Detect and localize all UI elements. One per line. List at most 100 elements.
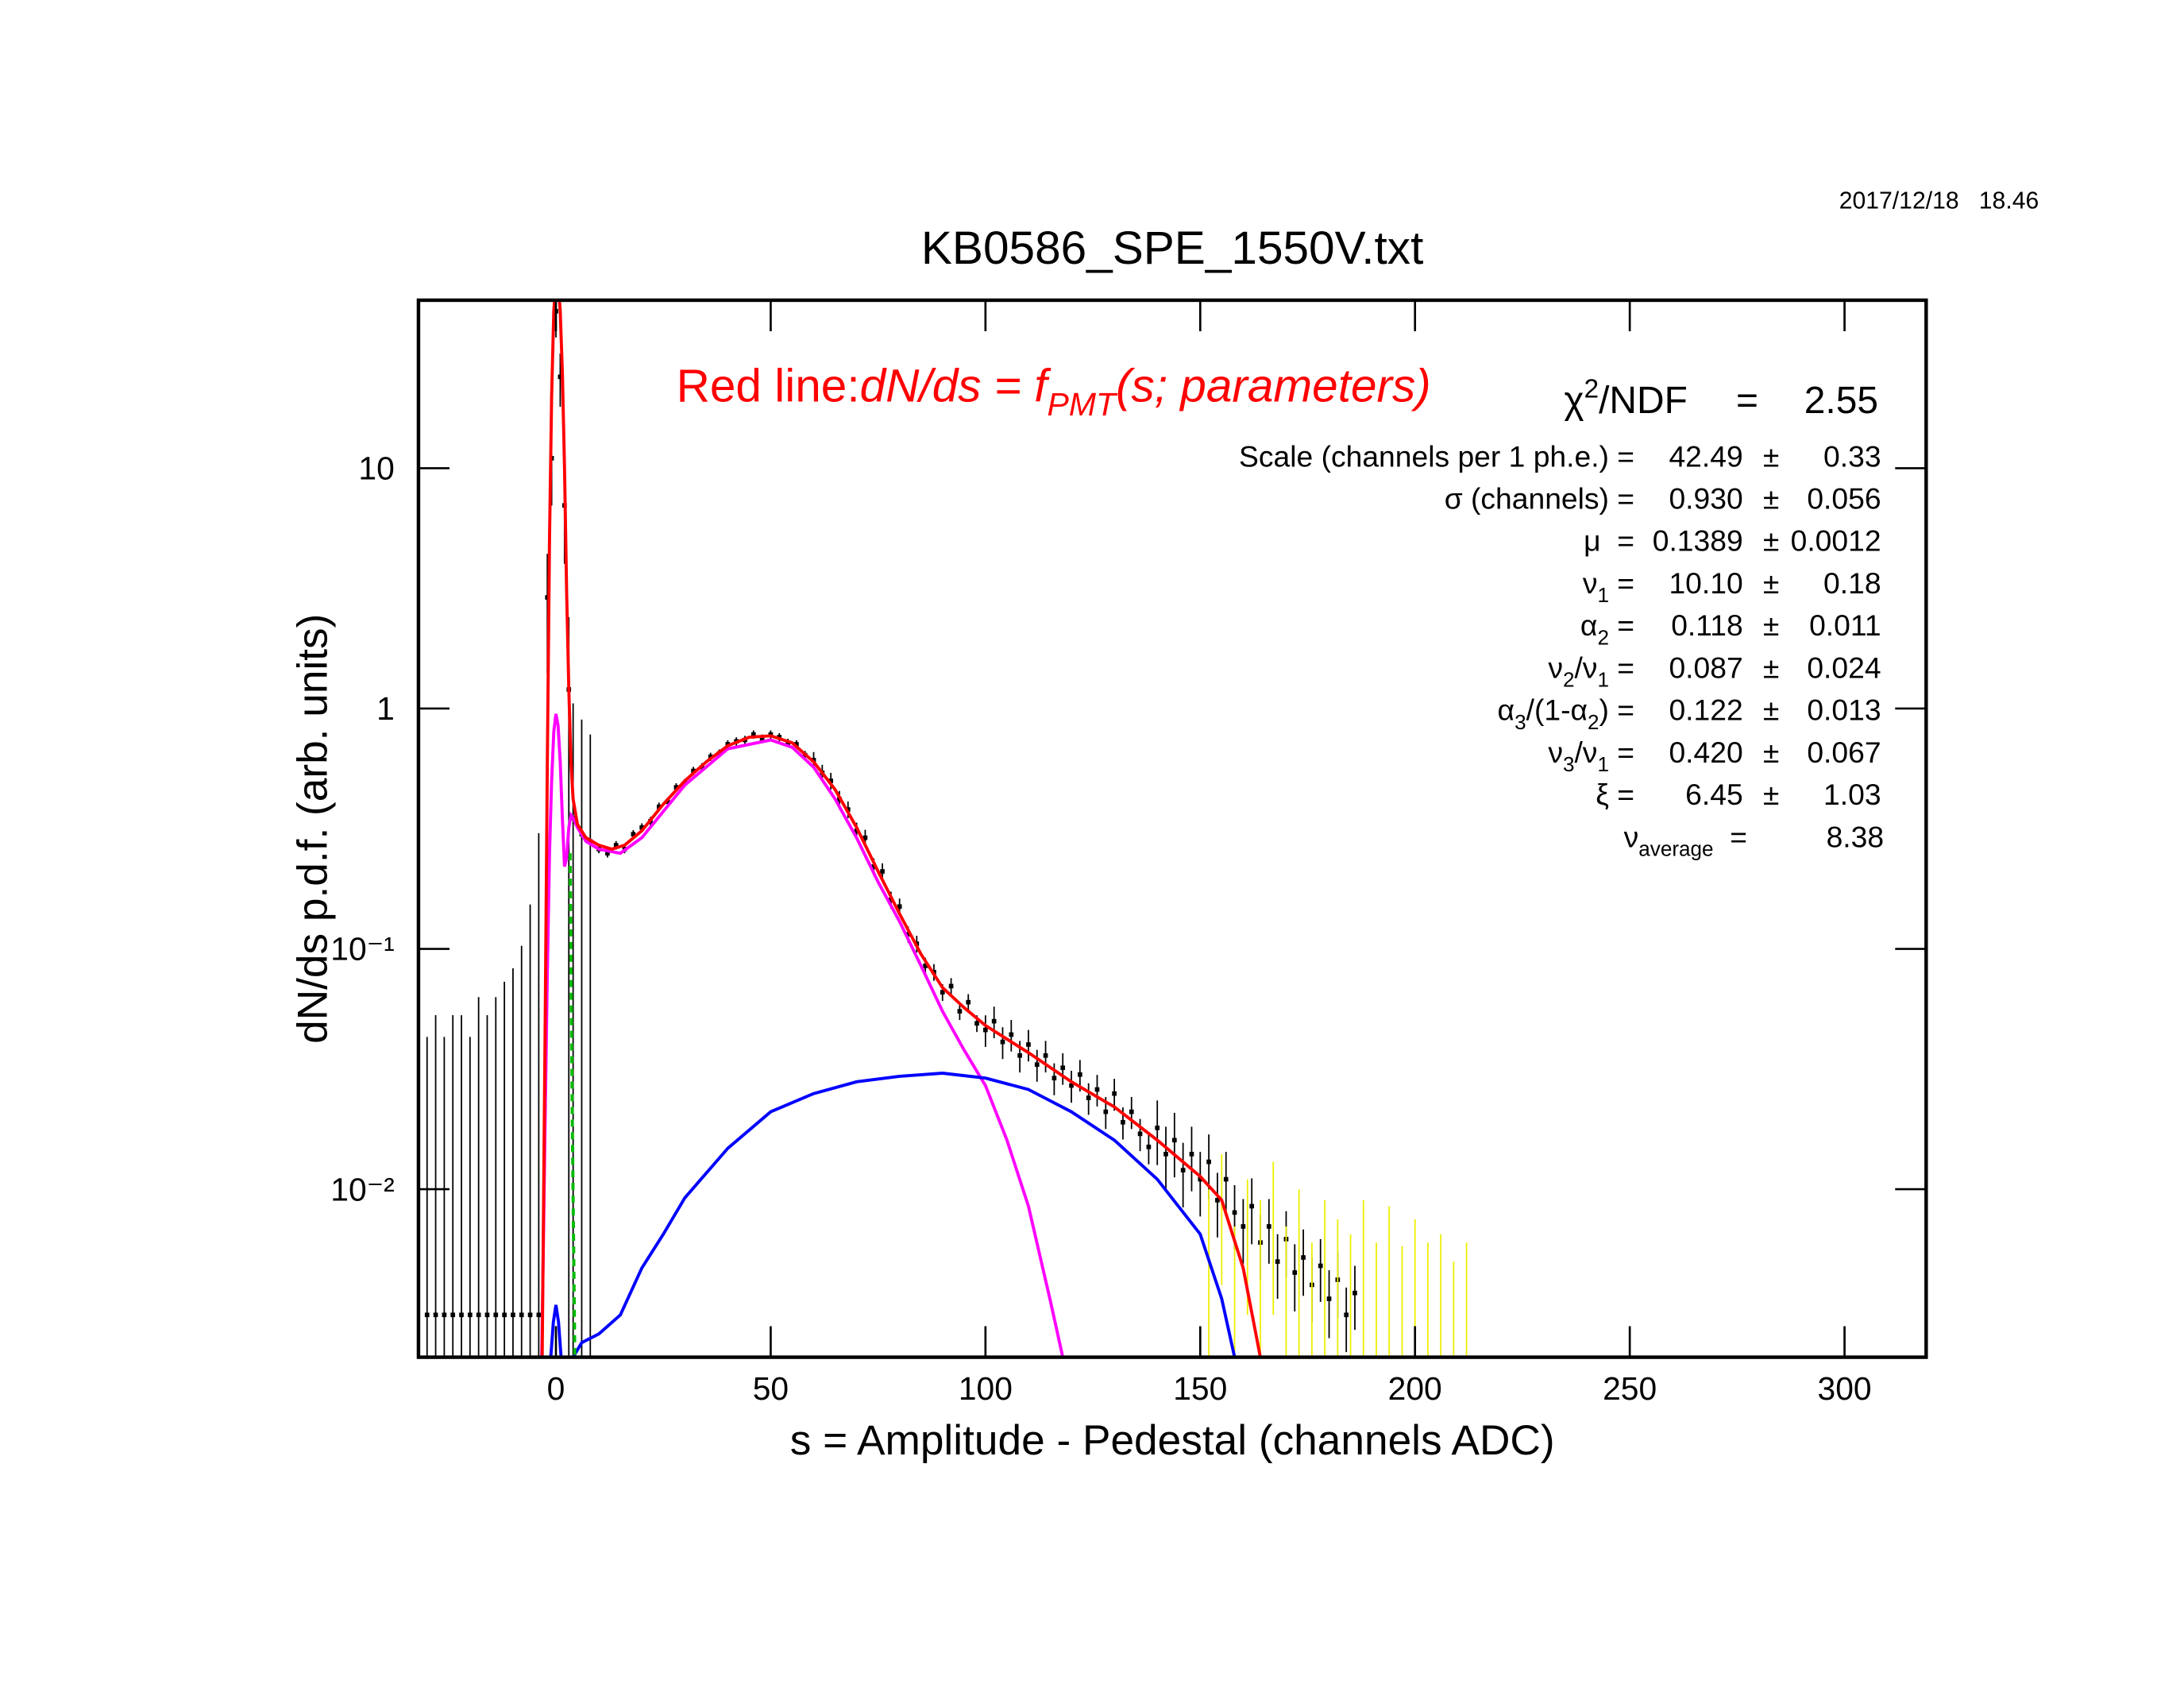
data-point bbox=[613, 843, 619, 848]
chart-title: KB0586_SPE_1550V.txt bbox=[921, 222, 1423, 274]
stat-value: 0.118 bbox=[1671, 608, 1742, 642]
subscript: 2 bbox=[1597, 625, 1609, 649]
text-part: ν bbox=[1624, 820, 1639, 853]
stat-value: 0.930 bbox=[1669, 482, 1742, 516]
data-point bbox=[957, 1009, 963, 1014]
text-part: /NDF bbox=[1599, 380, 1688, 422]
stat-value: 0.1389 bbox=[1653, 524, 1743, 558]
data-point bbox=[459, 1312, 464, 1318]
stat-pm: ± bbox=[1763, 482, 1779, 516]
data-point bbox=[605, 851, 610, 856]
stat-error: 0.18 bbox=[1823, 566, 1881, 600]
subscript: 2 bbox=[1588, 710, 1599, 734]
stat-label: ν3/ν1 = bbox=[1548, 736, 1634, 776]
data-point bbox=[536, 1312, 542, 1318]
subscript: average bbox=[1638, 836, 1713, 860]
text-part: /(1-α bbox=[1526, 693, 1588, 727]
data-point bbox=[1043, 1053, 1048, 1058]
x-tick-label: 200 bbox=[1388, 1370, 1442, 1407]
data-point bbox=[1051, 1076, 1057, 1081]
text-part: /ν bbox=[1574, 736, 1597, 769]
data-point bbox=[828, 778, 833, 783]
data-point bbox=[1206, 1159, 1211, 1165]
data-point bbox=[1026, 1042, 1031, 1047]
subscript: 3 bbox=[1563, 752, 1575, 776]
supscript: 2 bbox=[1584, 375, 1599, 404]
y-axis-label: dN/ds p.d.f. (arb. units) bbox=[290, 614, 337, 1044]
data-point bbox=[1171, 1138, 1177, 1143]
data-point bbox=[983, 1027, 988, 1033]
stat-label: ν2/ν1 = bbox=[1548, 651, 1634, 691]
data-point bbox=[433, 1312, 438, 1318]
stat-label: ν1 = bbox=[1583, 566, 1634, 607]
data-point bbox=[1344, 1312, 1349, 1318]
data-point bbox=[1352, 1290, 1357, 1296]
stat-value: 8.38 bbox=[1827, 820, 1885, 853]
stat-pm: ± bbox=[1763, 524, 1779, 558]
y-tick-label: 1 bbox=[376, 690, 395, 727]
data-point bbox=[1292, 1270, 1298, 1275]
subscript: 3 bbox=[1515, 710, 1526, 734]
data-point bbox=[905, 932, 911, 937]
data-point bbox=[511, 1312, 515, 1318]
data-point bbox=[1094, 1087, 1100, 1092]
data-point bbox=[1215, 1198, 1220, 1203]
stat-label: α3/(1-α2) = bbox=[1498, 693, 1635, 734]
data-point bbox=[1137, 1131, 1143, 1137]
subscript: 1 bbox=[1597, 583, 1609, 607]
data-point bbox=[1180, 1168, 1186, 1172]
x-tick-label: 50 bbox=[753, 1370, 789, 1407]
x-tick-label: 0 bbox=[547, 1370, 565, 1407]
curve bbox=[540, 299, 1262, 1358]
text-part: = bbox=[1609, 608, 1634, 642]
data-point bbox=[527, 1312, 533, 1318]
stat-label: ξ = bbox=[1596, 778, 1634, 811]
stat-label: μ = bbox=[1584, 524, 1634, 558]
text-part: /ν bbox=[1574, 651, 1597, 684]
data-point bbox=[519, 1312, 524, 1318]
data-point bbox=[545, 595, 550, 600]
stat-pm: ± bbox=[1763, 608, 1779, 642]
data-point bbox=[1155, 1126, 1160, 1130]
stat-pm: ± bbox=[1763, 439, 1779, 473]
data-point bbox=[493, 1312, 499, 1318]
data-point bbox=[1000, 1039, 1005, 1045]
text-part: ξ = bbox=[1596, 778, 1634, 811]
stat-pm: ± bbox=[1763, 736, 1779, 769]
stat-value: 42.49 bbox=[1669, 439, 1742, 473]
data-point bbox=[1129, 1109, 1134, 1114]
data-point bbox=[467, 1312, 473, 1318]
text-part: Red line: bbox=[677, 361, 860, 412]
y-tick-label: 10⁻¹ bbox=[330, 931, 394, 968]
data-point bbox=[1318, 1263, 1323, 1269]
stat-value: 0.087 bbox=[1669, 651, 1742, 684]
data-point bbox=[1034, 1062, 1040, 1068]
data-point bbox=[991, 1018, 997, 1024]
data-point bbox=[442, 1312, 447, 1318]
chi2-value: 2.55 bbox=[1804, 380, 1878, 422]
text-part: Scale (channels per 1 ph.e.) = bbox=[1239, 439, 1634, 473]
data-point bbox=[1069, 1083, 1074, 1088]
stat-value: 6.45 bbox=[1685, 778, 1743, 811]
data-point bbox=[1146, 1144, 1152, 1149]
data-point bbox=[1103, 1109, 1109, 1114]
stat-value: 10.10 bbox=[1669, 566, 1742, 600]
data-point bbox=[948, 983, 954, 989]
text-part: χ bbox=[1564, 380, 1584, 422]
x-axis-label: s = Amplitude - Pedestal (channels ADC) bbox=[790, 1417, 1555, 1464]
stat-error: 0.024 bbox=[1807, 651, 1881, 684]
stat-pm: ± bbox=[1763, 693, 1779, 727]
text-part: = bbox=[1609, 566, 1634, 600]
data-point bbox=[1275, 1259, 1280, 1265]
text-part: = bbox=[1609, 651, 1634, 684]
data-point bbox=[751, 732, 756, 737]
data-point bbox=[1249, 1203, 1255, 1209]
data-point bbox=[476, 1312, 481, 1318]
text-part: ) = bbox=[1599, 693, 1635, 727]
data-point bbox=[1189, 1152, 1194, 1157]
text-part: dN/ds = f bbox=[860, 361, 1052, 412]
data-point bbox=[1163, 1152, 1168, 1157]
text-part: μ = bbox=[1584, 524, 1634, 558]
stat-error: 0.013 bbox=[1807, 693, 1881, 727]
stat-pm: ± bbox=[1763, 778, 1779, 811]
